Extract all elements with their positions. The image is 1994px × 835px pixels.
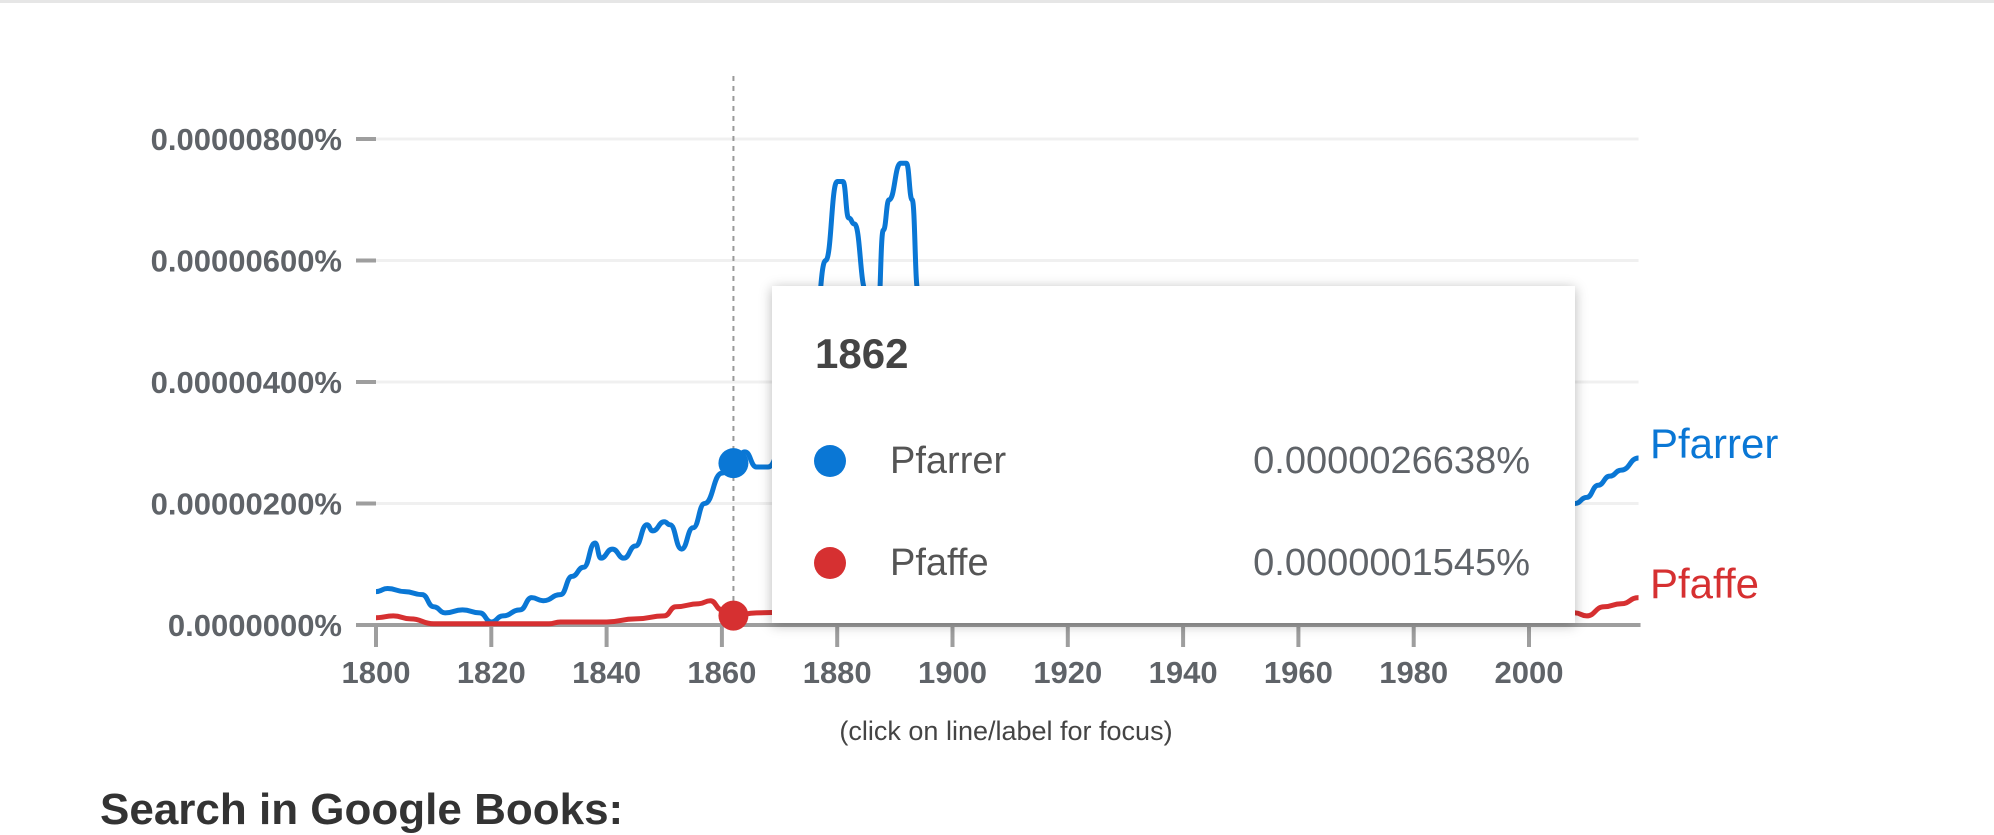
y-tick-label: 0.00000200% (151, 487, 342, 522)
x-tick-label: 1940 (1149, 655, 1218, 690)
hover-marker-pfarrer (718, 448, 749, 479)
tooltip-series-value: 0.0000026638% (1253, 440, 1530, 482)
x-tick-label: 1980 (1379, 655, 1448, 690)
ngram-chart: 0.0000000% 0.00000200% 0.00000400% 0.000006… (151, 76, 1641, 690)
hover-marker-pfaffe (718, 600, 749, 631)
line-label-pfaffe[interactable]: Pfaffe (1650, 560, 1759, 607)
series-dot-icon (814, 547, 846, 579)
top-divider (0, 0, 1994, 3)
hover-tooltip: 1862 Pfarrer 0.0000026638% Pfaffe 0.0000… (772, 286, 1575, 623)
google-books-heading: Search in Google Books: (100, 785, 624, 834)
x-tick-label: 1960 (1264, 655, 1333, 690)
tooltip-row-pfarrer: Pfarrer 0.0000026638% (772, 436, 1575, 486)
series-dot-icon (814, 445, 846, 477)
tooltip-series-name: Pfaffe (890, 542, 989, 584)
y-tick-label: 0.0000000% (168, 608, 342, 643)
x-tick-label: 1820 (457, 655, 526, 690)
tooltip-row-pfaffe: Pfaffe 0.0000001545% (772, 538, 1575, 588)
x-tick-label: 1840 (572, 655, 641, 690)
x-tick-label: 1860 (687, 655, 756, 690)
tooltip-year: 1862 (815, 330, 909, 377)
tooltip-series-value: 0.0000001545% (1253, 542, 1530, 584)
y-tick-label: 0.00000600% (151, 244, 342, 279)
x-tick-label: 1800 (342, 655, 411, 690)
x-tick-label: 2000 (1495, 655, 1564, 690)
x-tick-label: 1900 (918, 655, 987, 690)
line-label-pfarrer[interactable]: Pfarrer (1650, 420, 1779, 467)
y-tick-label: 0.00000400% (151, 365, 342, 400)
axis-hint: (click on line/label for focus) (839, 716, 1173, 746)
tooltip-series-name: Pfarrer (890, 440, 1007, 482)
x-tick-label: 1880 (803, 655, 872, 690)
y-tick-label: 0.00000800% (151, 122, 342, 157)
x-tick-label: 1920 (1033, 655, 1102, 690)
